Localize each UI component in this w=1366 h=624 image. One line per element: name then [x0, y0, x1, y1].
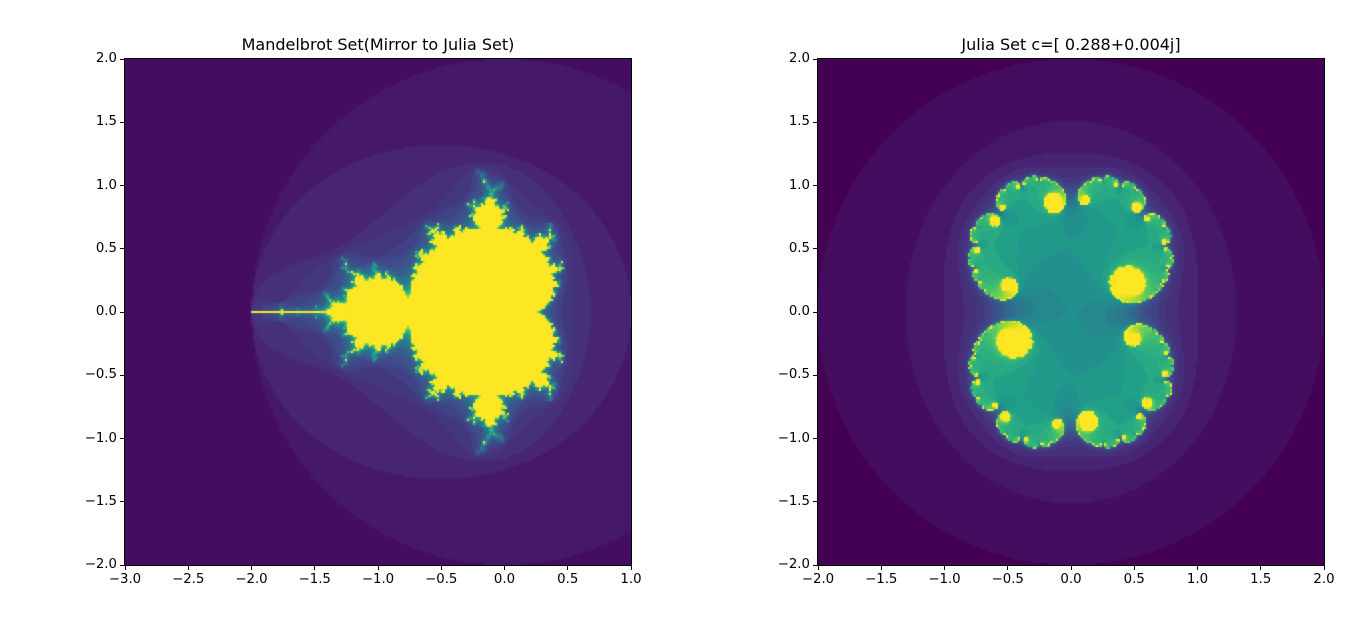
x-tick-mark	[1323, 565, 1325, 570]
y-tick-mark	[120, 438, 125, 439]
mandelbrot-heatmap	[125, 59, 631, 565]
x-tick-label: 2.0	[1313, 572, 1335, 587]
y-tick-mark	[813, 374, 818, 376]
y-tick-mark	[813, 564, 818, 566]
x-tick-label: −3.0	[108, 572, 142, 587]
x-tick-mark	[187, 565, 189, 570]
y-tick-mark	[813, 311, 818, 313]
x-tick-label: −0.5	[991, 572, 1024, 587]
x-tick-label: −1.5	[865, 572, 898, 587]
x-tick-mark	[1007, 565, 1009, 570]
x-tick-label: 0.5	[557, 572, 579, 587]
julia-heatmap	[818, 59, 1324, 565]
y-tick-mark	[813, 248, 818, 250]
x-tick-mark	[630, 565, 632, 570]
x-tick-mark	[377, 565, 379, 570]
x-tick-mark	[567, 565, 569, 570]
julia-axes	[817, 58, 1325, 566]
y-tick-label: −1.5	[777, 493, 810, 509]
y-tick-mark	[120, 248, 125, 250]
y-tick-label: 1.5	[95, 114, 117, 130]
x-tick-label: 1.5	[1250, 572, 1272, 587]
x-tick-mark	[504, 565, 505, 570]
x-tick-mark	[251, 565, 252, 570]
x-tick-label: −1.0	[361, 572, 395, 587]
y-tick-mark	[120, 185, 125, 186]
x-tick-mark	[1133, 565, 1135, 570]
x-tick-label: 0.0	[493, 572, 516, 587]
y-tick-label: −2.0	[777, 557, 810, 572]
x-tick-mark	[1260, 565, 1262, 570]
x-tick-mark	[880, 565, 882, 570]
y-tick-mark	[120, 58, 125, 60]
x-tick-mark	[124, 565, 126, 570]
y-tick-label: 2.0	[788, 51, 810, 66]
y-tick-label: 0.5	[788, 240, 810, 256]
x-tick-label: −1.5	[298, 572, 331, 587]
y-tick-label: −1.5	[84, 493, 117, 509]
y-tick-mark	[120, 501, 125, 503]
x-tick-mark	[817, 565, 819, 570]
x-tick-label: −2.5	[172, 572, 205, 587]
y-tick-label: 0.5	[95, 240, 117, 256]
y-tick-mark	[120, 311, 125, 313]
x-tick-label: 1.0	[1186, 572, 1209, 587]
x-tick-mark	[1070, 565, 1072, 570]
y-tick-label: −2.0	[84, 557, 117, 572]
y-tick-label: 2.0	[95, 51, 117, 66]
y-tick-label: 0.0	[95, 304, 117, 319]
y-tick-mark	[813, 501, 818, 503]
julia-title: Julia Set c=[ 0.288+0.004j]	[961, 35, 1181, 54]
y-tick-mark	[120, 564, 125, 566]
x-tick-mark	[314, 565, 316, 570]
x-tick-label: −0.5	[425, 572, 458, 587]
x-tick-label: −2.0	[801, 572, 835, 587]
x-tick-label: 1.0	[620, 572, 642, 587]
y-tick-mark	[813, 121, 818, 123]
y-tick-mark	[813, 185, 818, 186]
x-tick-label: −1.0	[928, 572, 961, 587]
y-tick-mark	[813, 58, 818, 60]
x-tick-mark	[944, 565, 945, 570]
x-tick-label: 0.0	[1060, 572, 1082, 587]
y-tick-label: −0.5	[777, 367, 810, 383]
x-tick-mark	[440, 565, 442, 570]
y-tick-label: 1.0	[95, 177, 117, 193]
y-tick-mark	[813, 438, 818, 439]
y-tick-label: 1.0	[788, 177, 810, 193]
mandelbrot-axes	[124, 58, 632, 566]
y-tick-mark	[120, 121, 125, 123]
y-tick-label: 1.5	[788, 114, 810, 130]
y-tick-label: −0.5	[84, 367, 117, 383]
x-tick-label: 0.5	[1123, 572, 1145, 587]
mandelbrot-title: Mandelbrot Set(Mirror to Julia Set)	[241, 35, 515, 54]
y-tick-label: 0.0	[788, 304, 810, 319]
x-tick-label: −2.0	[235, 572, 268, 587]
y-tick-label: −1.0	[84, 430, 117, 446]
y-tick-mark	[120, 374, 125, 376]
y-tick-label: −1.0	[777, 430, 810, 446]
x-tick-mark	[1197, 565, 1198, 570]
